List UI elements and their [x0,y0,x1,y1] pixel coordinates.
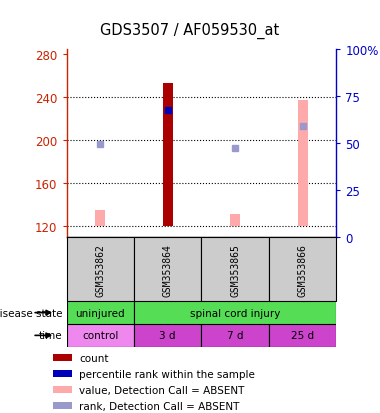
Bar [269,237,336,301]
Text: 3 d: 3 d [160,330,176,341]
Text: time: time [39,330,63,341]
Bar [66,237,134,301]
Text: value, Detection Call = ABSENT: value, Detection Call = ABSENT [79,385,245,395]
Text: GSM353862: GSM353862 [95,243,105,296]
Bar [53,402,72,409]
Bar [230,215,240,227]
Bar [66,324,134,347]
Text: GSM353865: GSM353865 [230,243,240,296]
Bar [66,301,134,324]
Text: count: count [79,353,109,363]
Bar [134,237,201,301]
Bar [201,237,269,301]
Text: disease state: disease state [0,308,63,318]
Text: 7 d: 7 d [227,330,243,341]
Bar [269,324,336,347]
Bar [163,84,173,227]
Bar [53,354,72,361]
Bar [53,386,72,394]
Bar [134,324,201,347]
Text: spinal cord injury: spinal cord injury [190,308,280,318]
Bar [134,301,336,324]
Bar [201,324,269,347]
Text: rank, Detection Call = ABSENT: rank, Detection Call = ABSENT [79,401,240,411]
Text: 25 d: 25 d [291,330,314,341]
Bar [53,370,72,377]
Text: uninjured: uninjured [75,308,125,318]
Text: percentile rank within the sample: percentile rank within the sample [79,369,255,379]
Bar [298,101,308,227]
Text: control: control [82,330,119,341]
Bar [95,211,105,227]
Text: GDS3507 / AF059530_at: GDS3507 / AF059530_at [100,23,280,39]
Text: GSM353866: GSM353866 [298,243,307,296]
Text: GSM353864: GSM353864 [163,243,173,296]
